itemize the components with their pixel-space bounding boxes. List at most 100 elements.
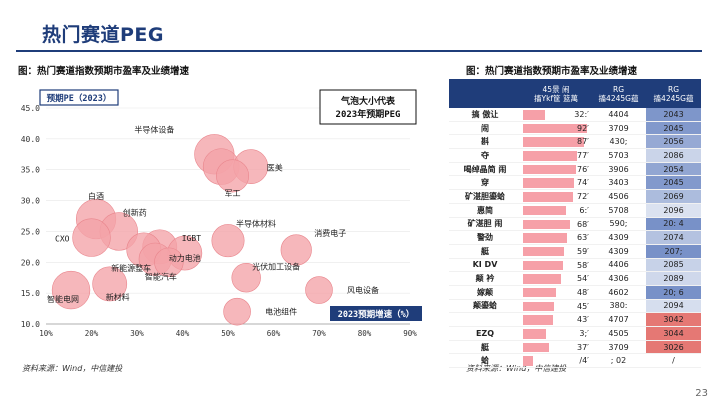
bubble-label: 半导体设备 [134, 124, 174, 134]
growth-bar [523, 274, 561, 284]
peg-value: 2045 [646, 176, 701, 190]
row-name: 闹 [481, 123, 489, 133]
legend-box [319, 89, 417, 125]
peg-value: 2069 [646, 190, 701, 203]
row-name: 艇 [481, 342, 489, 352]
growth-cell: 92′ [521, 122, 591, 135]
growth-bar [523, 329, 546, 339]
header-line: 搐Ykf筐 篮萬 [534, 93, 578, 103]
right-source: 资料来源：Wind，中信建投 [466, 364, 567, 373]
x-tick-label: 90% [403, 329, 417, 338]
growth-cell: 58′ [521, 259, 591, 272]
x-tick-label: 60% [267, 329, 281, 338]
pe-value: ; 02 [610, 356, 627, 366]
table-row: 艇 59′ 4309 207; [449, 244, 701, 259]
y-tick-label: 20.0 [21, 258, 40, 267]
table-row: 艇 37′ 3709 3026 [449, 340, 701, 355]
growth-value: 74′ [577, 178, 589, 188]
row-name: 颠鎏蛤 [473, 301, 497, 311]
table-row: 搞 傲让 32:′ 4404 2043 [449, 108, 701, 122]
pe-value: 4602 [608, 287, 629, 297]
table-row: 嫁颠 48′ 4602 20; 6 [449, 285, 701, 300]
table-body: 搞 傲让 32:′ 4404 2043 闹 92′ 3709 2045 斟 87′ 430; 2056… [449, 108, 701, 369]
growth-value: 87′ [577, 137, 589, 147]
growth-value: 58′ [577, 260, 589, 270]
growth-bar [523, 219, 571, 229]
pe-value: 5703 [608, 150, 629, 160]
pe-value: 380: [609, 301, 628, 311]
ylabel-badge [39, 89, 119, 106]
growth-bar [523, 178, 575, 188]
row-name: 惠简 [477, 205, 493, 215]
growth-cell: 32:′ [521, 108, 591, 121]
pe-value: 4505 [608, 328, 629, 338]
growth-bar [523, 260, 564, 271]
bubble-label: 军工 [225, 189, 241, 198]
y-tick-label: 35.0 [21, 166, 40, 175]
x-tick-label: 20% [85, 329, 99, 338]
y-tick-label: 25.0 [21, 227, 40, 236]
row-name: 搞 傲让 [471, 109, 499, 119]
peg-value: 3042 [646, 313, 701, 326]
x-tick-label: 70% [312, 329, 326, 338]
pe-value: 4707 [608, 315, 629, 325]
pe-value: 3709 [608, 342, 629, 352]
growth-bar [523, 356, 533, 366]
row-name: 矿湛胆鎏蛤 [465, 191, 505, 201]
header-line: 搐4245G蕴 [598, 93, 639, 103]
pe-value: 5708 [608, 205, 629, 215]
pe-value: 590; [609, 219, 628, 229]
bubble-label: 动力电池 [169, 253, 201, 263]
peg-table: 45景 闹搐Ykf筐 篮萬 RG 搐4245G蕴 RG 搐4245G蕴 搞 傲让 32… [449, 79, 701, 369]
growth-value: 3;′ [579, 329, 589, 338]
x-tick-label: 80% [358, 329, 372, 338]
table-header: 45景 闹搐Ykf筐 篮萬 RG 搐4245G蕴 RG 搐4245G蕴 [449, 79, 701, 108]
growth-bar [523, 342, 549, 353]
growth-cell: 43′ [521, 313, 591, 326]
table-row: 颠 衿 54′ 4306 2089 [449, 272, 701, 286]
growth-value: 48′ [577, 287, 589, 297]
page-title: 热门赛道PEG [42, 24, 164, 46]
growth-cell: 6:′ [521, 204, 591, 217]
peg-value: 2054 [646, 162, 701, 176]
table-row: 穿 74′ 3403 2045 [449, 176, 701, 191]
growth-bar [523, 301, 555, 312]
growth-value: 63′ [577, 233, 589, 243]
growth-cell: 76′ [521, 163, 591, 176]
bubble-label: 创新药 [123, 207, 147, 217]
header-line: RG [612, 84, 625, 94]
legend-text-line1: 气泡大小代表 [340, 95, 396, 107]
row-name: EZQ [475, 328, 495, 338]
y-tick-label: 45.0 [21, 104, 40, 113]
peg-value: 2096 [646, 203, 701, 217]
pe-value: 4309 [608, 233, 629, 243]
growth-value: 43′ [577, 315, 589, 325]
table-row: 警劲 63′ 4309 2074 [449, 231, 701, 245]
peg-value: 2043 [646, 108, 701, 121]
peg-value: 2045 [646, 121, 701, 135]
y-tick-label: 10.0 [21, 320, 40, 329]
growth-bar [523, 315, 553, 325]
table-row: 闹 92′ 3709 2045 [449, 121, 701, 136]
peg-value: 20: 4 [646, 217, 701, 231]
pe-value: 4306 [608, 274, 629, 284]
growth-value: 77′ [577, 151, 589, 161]
x-axis-label: 2023预期增速（%） [338, 309, 415, 320]
growth-value: 37′ [577, 342, 589, 352]
growth-cell: 48′ [521, 286, 591, 299]
table-row: 蛤/4′ ; 02 / [449, 354, 701, 369]
left-source: 资料来源：Wind，中信建投 [22, 364, 123, 373]
growth-bar [523, 151, 577, 161]
header-line: 搐4245G蕴 [653, 93, 694, 103]
growth-bar [523, 110, 546, 120]
pe-value: 4506 [608, 191, 629, 201]
growth-bar [523, 287, 557, 298]
growth-cell: 3;′ [521, 327, 591, 340]
bubble-point [216, 159, 250, 193]
title-rule [16, 50, 702, 52]
peg-value: 20; 6 [646, 285, 701, 299]
bubble-label: 新能源整车 [111, 263, 151, 273]
pe-value: 3403 [608, 178, 629, 188]
growth-cell: 63′ [521, 231, 591, 244]
